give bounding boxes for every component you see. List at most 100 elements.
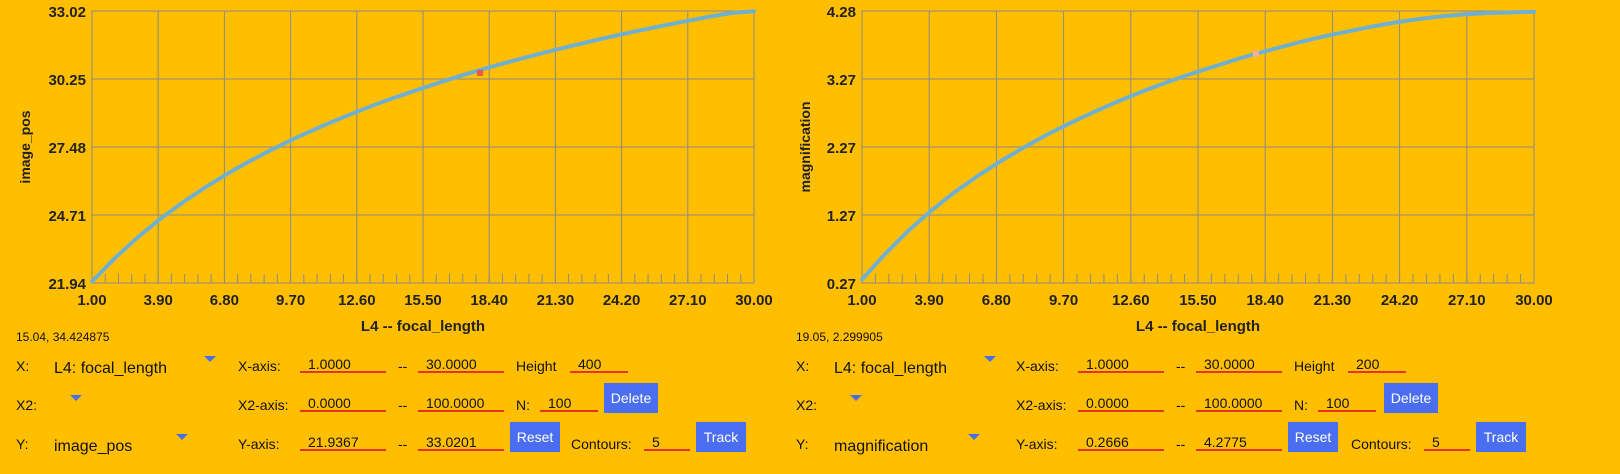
magnification-chart[interactable]: 1.00 3.90 6.80 9.70 12.60 15.50 18.40 21.30 24.2… xyxy=(797,0,1620,345)
x-tick-label: 6.80 xyxy=(210,292,239,309)
height-label: Height xyxy=(516,358,557,374)
y-tick-label: 1.27 xyxy=(827,208,856,225)
xaxis-dash: -- xyxy=(398,358,408,374)
y-tick-label: 24.71 xyxy=(48,208,86,225)
x-tick-label: 21.30 xyxy=(1314,292,1352,309)
y-dropdown-icon[interactable] xyxy=(176,434,188,440)
y-label: Y: xyxy=(796,436,809,452)
x-tick-label: 15.50 xyxy=(1179,292,1217,309)
yaxis-min-input[interactable]: 0.2666 xyxy=(1078,433,1164,451)
image-pos-chart[interactable]: 1.00 3.90 6.80 9.70 12.60 15.50 18.40 21.30 24.2… xyxy=(0,0,810,345)
yaxis-max-input[interactable]: 33.0201 xyxy=(418,433,504,451)
y-axis-label: magnification xyxy=(797,101,813,192)
x-label: X: xyxy=(796,358,810,374)
x-tick-label: 1.00 xyxy=(77,292,106,309)
x2axis-max-input[interactable]: 100.0000 xyxy=(1196,394,1282,412)
x-axis-label: L4 -- focal_length xyxy=(1136,318,1260,335)
x-tick-label: 9.70 xyxy=(276,292,305,309)
yaxis-label: Y-axis: xyxy=(238,436,280,452)
y-tick-label: 33.02 xyxy=(48,4,86,21)
x-dropdown-icon[interactable] xyxy=(204,356,216,362)
y-tick-label: 2.27 xyxy=(827,140,856,157)
y-dropdown-icon[interactable] xyxy=(968,434,980,440)
x-tick-label: 18.40 xyxy=(470,292,508,309)
x-tick-label: 1.00 xyxy=(847,292,876,309)
y-axis-label: image_pos xyxy=(17,110,33,183)
x-tick-label: 27.10 xyxy=(1448,292,1486,309)
x-dropdown-icon[interactable] xyxy=(984,356,996,362)
x2-dropdown-icon[interactable] xyxy=(850,395,862,401)
series-line xyxy=(860,9,1536,282)
x-tick-label: 21.30 xyxy=(537,292,575,309)
height-label: Height xyxy=(1294,358,1335,374)
contours-label: Contours: xyxy=(571,436,632,452)
contours-input[interactable]: 5 xyxy=(1424,433,1470,451)
height-input[interactable]: 200 xyxy=(1348,355,1406,373)
x2axis-label: X2-axis: xyxy=(238,397,289,413)
x2axis-label: X2-axis: xyxy=(1016,397,1067,413)
x-tick-label: 6.80 xyxy=(982,292,1011,309)
delete-button[interactable]: Delete xyxy=(1384,383,1438,413)
cursor-marker xyxy=(477,69,484,76)
n-label: N: xyxy=(1294,397,1308,413)
contours-input[interactable]: 5 xyxy=(644,433,690,451)
xaxis-dash: -- xyxy=(1176,358,1186,374)
y-select[interactable]: magnification xyxy=(834,438,929,455)
x-tick-label: 3.90 xyxy=(144,292,173,309)
cursor-coordinates: 15.04, 34.424875 xyxy=(16,330,110,344)
x-label: X: xyxy=(16,358,30,374)
track-button[interactable]: Track xyxy=(696,422,746,452)
y-tick-label: 4.28 xyxy=(827,4,856,21)
y-tick-label: 21.94 xyxy=(48,276,86,293)
series-line xyxy=(90,9,756,284)
yaxis-dash: -- xyxy=(398,436,408,452)
x-tick-label: 3.90 xyxy=(915,292,944,309)
xaxis-label: X-axis: xyxy=(238,358,281,374)
x-tick-label: 9.70 xyxy=(1049,292,1078,309)
reset-button[interactable]: Reset xyxy=(510,422,560,452)
x-tick-label: 12.60 xyxy=(1112,292,1150,309)
cursor-marker xyxy=(1252,50,1259,57)
xaxis-min-input[interactable]: 1.0000 xyxy=(300,355,386,373)
y-tick-label: 0.27 xyxy=(827,276,856,293)
xaxis-max-input[interactable]: 30.0000 xyxy=(418,355,504,373)
n-input[interactable]: 100 xyxy=(540,394,598,412)
x-tick-label: 15.50 xyxy=(404,292,442,309)
xaxis-label: X-axis: xyxy=(1016,358,1059,374)
x-tick-label: 24.20 xyxy=(603,292,641,309)
x-select[interactable]: L4: focal_length xyxy=(54,360,167,377)
x-axis-label: L4 -- focal_length xyxy=(361,318,485,335)
y-tick-label: 30.25 xyxy=(48,72,86,89)
delete-button[interactable]: Delete xyxy=(604,383,658,413)
n-label: N: xyxy=(516,397,530,413)
y-tick-label: 3.27 xyxy=(827,72,856,89)
xaxis-max-input[interactable]: 30.0000 xyxy=(1196,355,1282,373)
x-tick-label: 27.10 xyxy=(669,292,707,309)
cursor-coordinates: 19.05, 2.299905 xyxy=(796,330,883,344)
right-panel: 1.00 3.90 6.80 9.70 12.60 15.50 18.40 21.30 24.2… xyxy=(796,0,1620,474)
x2axis-dash: -- xyxy=(398,397,408,413)
x2-label: X2: xyxy=(796,397,818,413)
n-input[interactable]: 100 xyxy=(1318,394,1376,412)
xaxis-min-input[interactable]: 1.0000 xyxy=(1078,355,1164,373)
track-button[interactable]: Track xyxy=(1476,422,1526,452)
x-tick-label: 12.60 xyxy=(338,292,376,309)
height-input[interactable]: 400 xyxy=(570,355,628,373)
x-tick-label: 30.00 xyxy=(735,292,773,309)
x2axis-max-input[interactable]: 100.0000 xyxy=(418,394,504,412)
left-panel: 1.00 3.90 6.80 9.70 12.60 15.50 18.40 21.30 24.2… xyxy=(0,0,810,455)
x-select[interactable]: L4: focal_length xyxy=(834,360,947,377)
y-tick-label: 27.48 xyxy=(48,140,86,157)
y-label: Y: xyxy=(16,436,29,452)
x-tick-label: 18.40 xyxy=(1246,292,1284,309)
x2axis-min-input[interactable]: 0.0000 xyxy=(1078,394,1164,412)
x2axis-min-input[interactable]: 0.0000 xyxy=(300,394,386,412)
x2-dropdown-icon[interactable] xyxy=(70,395,82,401)
contours-label: Contours: xyxy=(1351,436,1412,452)
y-select[interactable]: image_pos xyxy=(54,438,133,455)
yaxis-max-input[interactable]: 4.2775 xyxy=(1196,433,1282,451)
x2axis-dash: -- xyxy=(1176,397,1186,413)
reset-button[interactable]: Reset xyxy=(1288,422,1338,452)
yaxis-min-input[interactable]: 21.9367 xyxy=(300,433,386,451)
yaxis-label: Y-axis: xyxy=(1016,436,1058,452)
